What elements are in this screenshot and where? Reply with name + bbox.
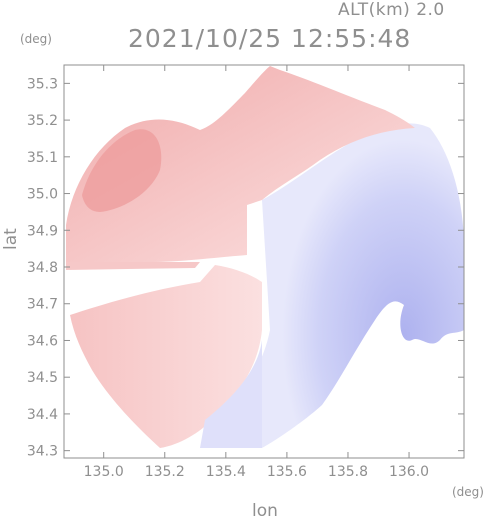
x-axis-unit: (deg) [452,485,484,499]
y-tick-label: 35.2 [27,113,58,129]
x-tick-label: 136.0 [389,464,429,480]
x-axis: 135.0 135.2 135.4 135.6 135.8 136.0 [84,65,429,480]
x-tick-label: 135.0 [84,464,124,480]
y-tick-label: 34.5 [27,370,58,386]
positive-velocity-region-north [66,66,415,262]
negative-velocity-region [262,123,464,448]
x-tick-label: 135.8 [328,464,368,480]
y-axis: 34.3 34.4 34.5 34.6 34.7 34.8 34.9 35.0 35.1 35.2… [27,76,464,460]
positive-velocity-region-south [70,265,262,448]
y-tick-label: 35.0 [27,187,58,203]
x-tick-label: 135.2 [145,464,185,480]
y-tick-label: 34.8 [27,260,58,276]
x-tick-label: 135.6 [267,464,307,480]
y-tick-label: 34.9 [27,223,58,239]
scan-timestamp: 2021/10/25 12:55:48 [128,24,412,53]
x-tick-label: 135.4 [206,464,246,480]
positive-velocity-core [82,129,162,212]
negative-velocity-patch-south [200,340,262,448]
plot-frame [63,64,465,459]
radar-echo-layer [66,66,464,448]
y-tick-label: 35.1 [27,150,58,166]
y-tick-label: 34.4 [27,407,58,423]
x-axis-label: lon [252,501,278,521]
y-tick-label: 35.3 [27,76,58,92]
y-tick-label: 34.7 [27,297,58,313]
y-tick-label: 34.6 [27,333,58,349]
altitude-label: ALT(km) 2.0 [338,0,445,20]
y-axis-unit: (deg) [20,32,52,46]
y-tick-label: 34.3 [27,444,58,460]
positive-velocity-patch-west [66,262,200,270]
